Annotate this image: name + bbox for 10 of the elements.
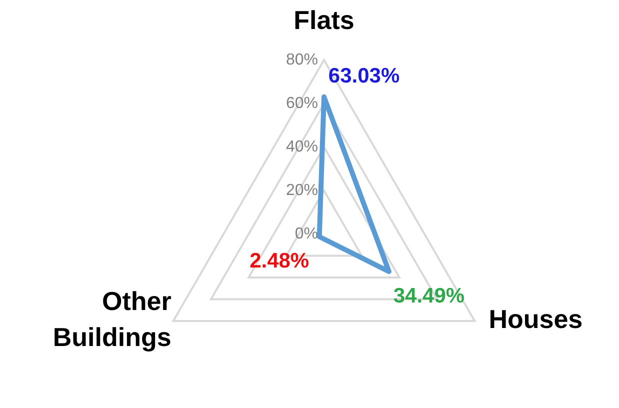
text: 2.48%	[250, 249, 310, 272]
spoke-label: Other Buildings	[52, 286, 172, 352]
text: 63.03%	[328, 64, 400, 88]
spoke-label: Flats	[294, 5, 354, 36]
spoke-label: Houses	[488, 304, 583, 334]
y-tick-label: 40%	[286, 138, 318, 156]
text: 34.49%	[393, 284, 465, 308]
y-tick-label: 60%	[286, 94, 318, 112]
y-tick-label: 20%	[286, 182, 318, 199]
y-tick-label: 80%	[286, 51, 318, 68]
